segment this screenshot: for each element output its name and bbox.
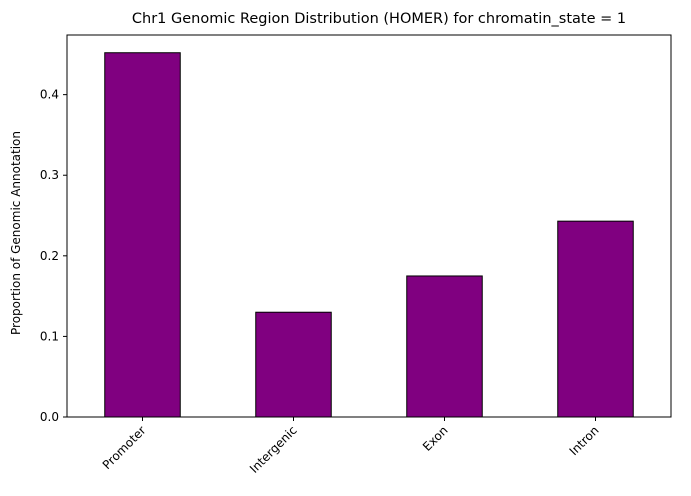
bar-intergenic [255, 311, 332, 418]
bar-intron [557, 220, 634, 418]
x-tick-label-promoter: Promoter [100, 423, 149, 472]
x-tick-label-exon: Exon [420, 423, 451, 454]
y-tick-label: 0.1 [40, 329, 59, 343]
y-tick-label: 0.0 [40, 410, 59, 424]
bar-exon [406, 275, 483, 418]
chart-title: Chr1 Genomic Region Distribution (HOMER)… [132, 11, 626, 27]
x-tick-label-intron: Intron [567, 423, 602, 458]
y-tick-label: 0.3 [40, 168, 59, 182]
x-tick-label-intergenic: Intergenic [247, 423, 300, 476]
plot-area: 0.0 0.1 0.2 0.3 0.4 Promoter Intergenic Exon Int… [40, 34, 672, 476]
y-tick-label: 0.2 [40, 249, 59, 263]
y-axis-title: Proportion of Genomic Annotation [9, 131, 23, 335]
y-tick-label: 0.4 [40, 88, 59, 102]
axes-frame [66, 34, 672, 418]
bar-promoter [104, 52, 181, 418]
